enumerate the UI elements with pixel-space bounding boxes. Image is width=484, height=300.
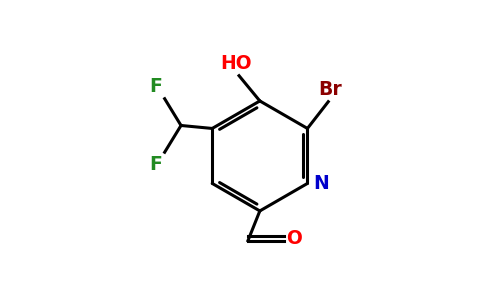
Text: N: N (313, 174, 329, 193)
Text: O: O (287, 229, 302, 248)
Text: F: F (149, 77, 162, 96)
Text: F: F (149, 155, 162, 174)
Text: Br: Br (318, 80, 342, 99)
Text: HO: HO (220, 54, 252, 73)
